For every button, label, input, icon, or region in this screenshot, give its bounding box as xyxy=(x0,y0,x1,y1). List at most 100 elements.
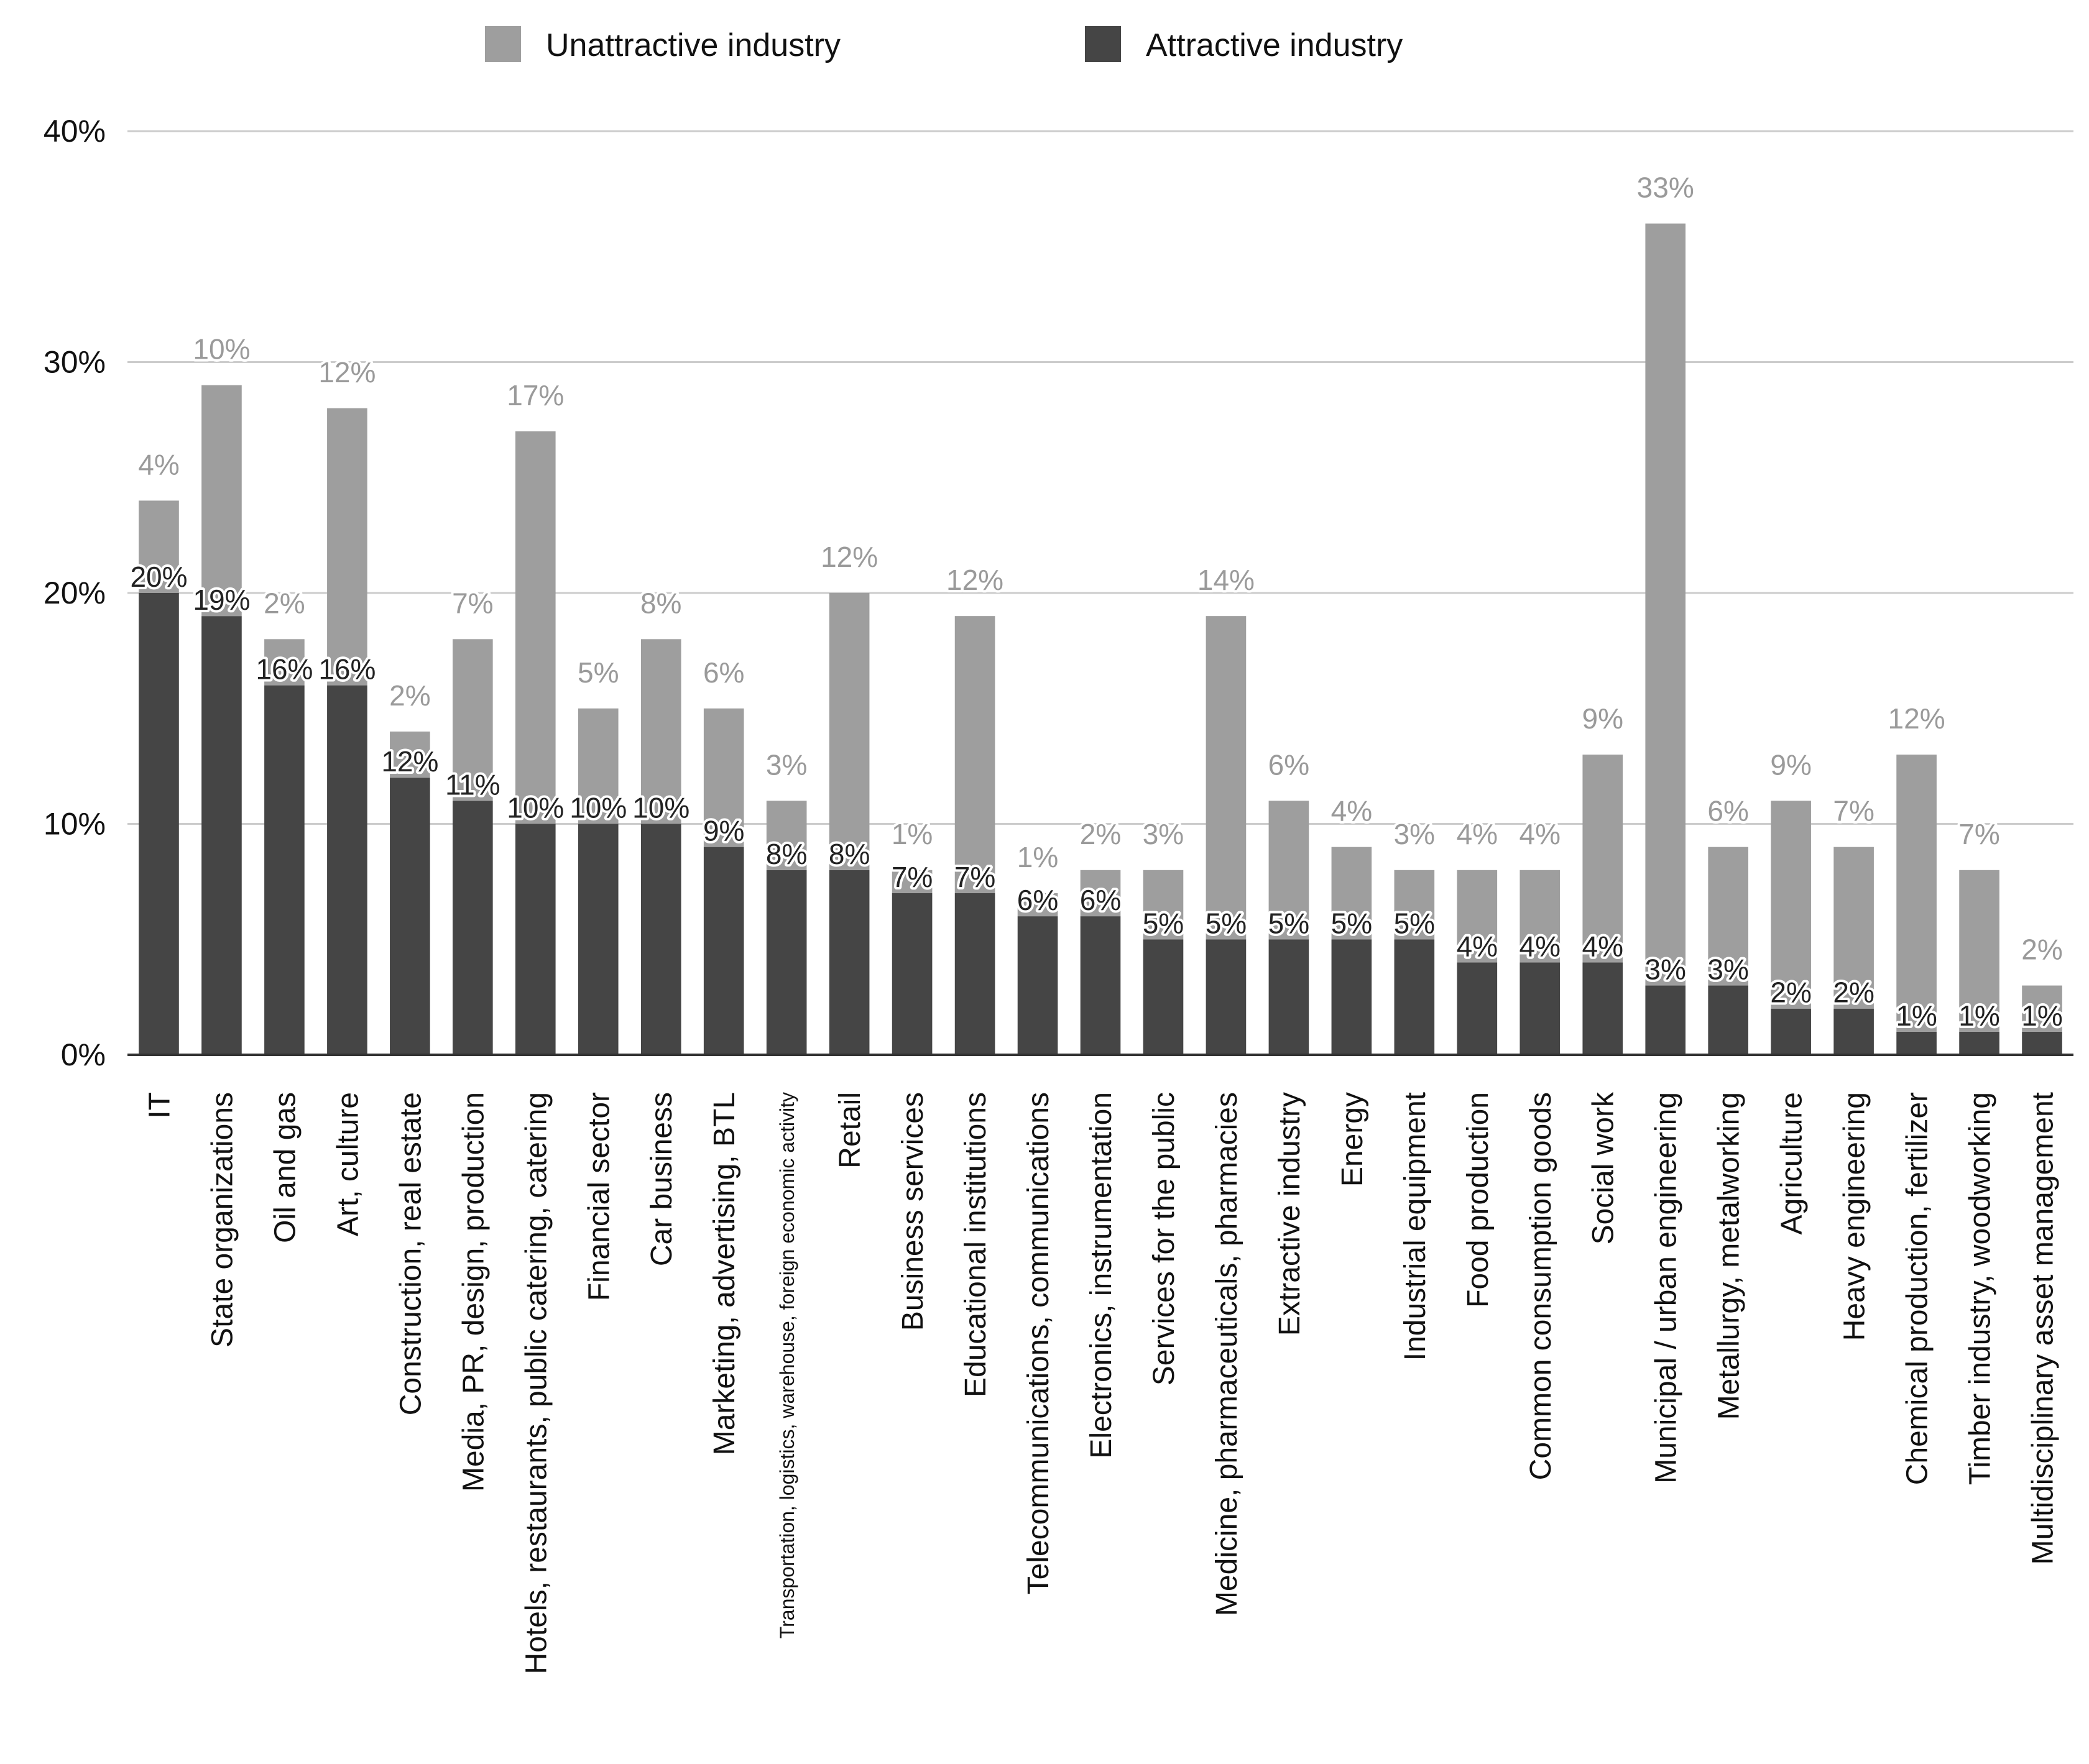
data-label-unattractive: 33% xyxy=(1637,172,1694,204)
x-category-label: Agriculture xyxy=(1776,1092,1809,1234)
data-label-attractive: 1% xyxy=(1896,999,1937,1032)
data-label-unattractive: 14% xyxy=(1197,564,1255,596)
bar-unattractive xyxy=(390,731,430,778)
data-label-attractive: 9% xyxy=(703,815,744,847)
data-label-unattractive: 9% xyxy=(1582,702,1623,735)
x-axis-categories: IT State organizations Oil and gas Art, cul… xyxy=(143,1091,2059,1674)
data-label-unattractive: 6% xyxy=(703,656,744,689)
bar-attractive xyxy=(264,685,305,1055)
bar-attractive xyxy=(1457,962,1498,1055)
bar-unattractive xyxy=(1519,870,1561,963)
data-label-unattractive: 4% xyxy=(1519,818,1561,850)
data-label-attractive: 5% xyxy=(1394,907,1435,939)
bar-attractive xyxy=(1959,1031,1999,1055)
bar-unattractive xyxy=(1080,870,1121,917)
y-tick-label: 30% xyxy=(44,345,106,380)
bar-attractive xyxy=(2022,1031,2062,1055)
data-label-attractive: 1% xyxy=(2021,999,2062,1032)
data-label-attractive: 11% xyxy=(445,768,500,801)
bar-unattractive xyxy=(1896,755,1937,1032)
data-label-attractive: 4% xyxy=(1582,930,1623,962)
data-label-attractive: 2% xyxy=(1833,976,1874,1009)
bar-attractive xyxy=(1645,985,1686,1055)
data-label-attractive: 1% xyxy=(1958,999,1999,1032)
bar-unattractive xyxy=(1582,755,1623,963)
x-category-label: Social work xyxy=(1587,1091,1620,1244)
bar-attractive xyxy=(829,870,870,1055)
data-label-attractive: 7% xyxy=(892,861,933,893)
bar-attractive xyxy=(703,847,744,1055)
bar-attractive xyxy=(1017,916,1058,1055)
bar-attractive xyxy=(1080,916,1121,1055)
y-tick-label: 20% xyxy=(44,576,106,610)
x-category-label: Construction, real estate xyxy=(394,1092,427,1415)
x-category-label: Electronics, instrumentation xyxy=(1085,1092,1118,1459)
data-label-unattractive: 6% xyxy=(1707,795,1748,827)
data-label-unattractive: 12% xyxy=(318,356,376,388)
data-label-unattractive: 12% xyxy=(1888,702,1945,735)
bar-attractive xyxy=(1143,939,1184,1055)
bar-unattractive xyxy=(1143,870,1184,940)
data-label-attractive: 10% xyxy=(570,792,627,824)
bar-attractive xyxy=(640,824,681,1055)
bar-unattractive xyxy=(766,801,807,870)
bar-unattractive xyxy=(453,639,493,801)
data-label-unattractive: 4% xyxy=(1457,818,1498,850)
y-tick-label: 40% xyxy=(44,114,106,149)
bar-attractive xyxy=(1331,939,1372,1055)
data-label-unattractive: 7% xyxy=(452,587,493,619)
bar-attractive xyxy=(1268,939,1309,1055)
data-label-unattractive: 4% xyxy=(1331,795,1372,827)
x-category-label: Timber industry, woodworking xyxy=(1964,1092,1997,1485)
bar-unattractive xyxy=(327,408,367,686)
data-label-attractive: 20% xyxy=(130,561,187,593)
bar-attractive xyxy=(1519,962,1561,1055)
data-label-unattractive: 2% xyxy=(264,587,305,619)
data-label-attractive: 4% xyxy=(1457,930,1498,962)
bar-unattractive xyxy=(1708,847,1748,986)
x-category-label: Marketing, advertising, BTL xyxy=(708,1092,741,1455)
x-category-label: Heavy engineering xyxy=(1838,1092,1871,1341)
bar-attractive xyxy=(892,893,933,1055)
x-category-label: Services for the public xyxy=(1148,1092,1181,1385)
bar-unattractive xyxy=(1331,847,1372,940)
data-label-unattractive: 12% xyxy=(821,541,878,573)
data-label-unattractive: 17% xyxy=(507,379,564,411)
bar-unattractive xyxy=(1833,847,1874,1009)
x-category-label: Common consumption goods xyxy=(1524,1092,1557,1480)
x-category-label: Business services xyxy=(897,1092,929,1331)
data-label-attractive: 2% xyxy=(1770,976,1811,1009)
x-category-label: Chemical production, fertilizer xyxy=(1901,1092,1934,1485)
x-category-label: Energy xyxy=(1336,1092,1369,1187)
data-label-attractive: 19% xyxy=(193,584,250,616)
y-axis-ticks: 0% 10% 20% 30% 40% xyxy=(44,114,106,1072)
bar-attractive xyxy=(1833,1008,1874,1055)
data-label-unattractive: 5% xyxy=(578,656,619,689)
x-category-label: Transportation, logistics, warehouse, fo… xyxy=(776,1092,798,1638)
bar-unattractive xyxy=(264,639,305,686)
bar-attractive xyxy=(139,593,179,1055)
bar-unattractive xyxy=(2022,985,2062,1032)
data-label-unattractive: 3% xyxy=(1394,818,1435,850)
x-category-label: State organizations xyxy=(206,1092,239,1348)
x-category-label: Hotels, restaurants, public catering, ca… xyxy=(520,1092,553,1674)
x-category-label: Oil and gas xyxy=(269,1092,302,1243)
data-label-attractive: 3% xyxy=(1644,953,1685,986)
legend-label-attractive: Attractive industry xyxy=(1146,27,1403,63)
data-label-unattractive: 1% xyxy=(1017,841,1058,873)
data-label-unattractive: 12% xyxy=(946,564,1003,596)
data-label-attractive: 12% xyxy=(381,745,438,778)
x-category-label: Retail xyxy=(834,1092,867,1169)
data-label-attractive: 8% xyxy=(829,838,870,870)
data-label-unattractive: 7% xyxy=(1833,795,1874,827)
bar-unattractive xyxy=(703,708,744,847)
x-category-label: Metallurgy, metalworking xyxy=(1713,1092,1746,1420)
data-label-attractive: 5% xyxy=(1331,907,1372,939)
data-label-attractive: 5% xyxy=(1143,907,1184,939)
data-label-attractive: 7% xyxy=(954,861,995,893)
data-label-attractive: 5% xyxy=(1206,907,1247,939)
bar-unattractive xyxy=(1457,870,1498,963)
bar-unattractive xyxy=(201,385,242,617)
legend-swatch-attractive xyxy=(1085,26,1121,62)
